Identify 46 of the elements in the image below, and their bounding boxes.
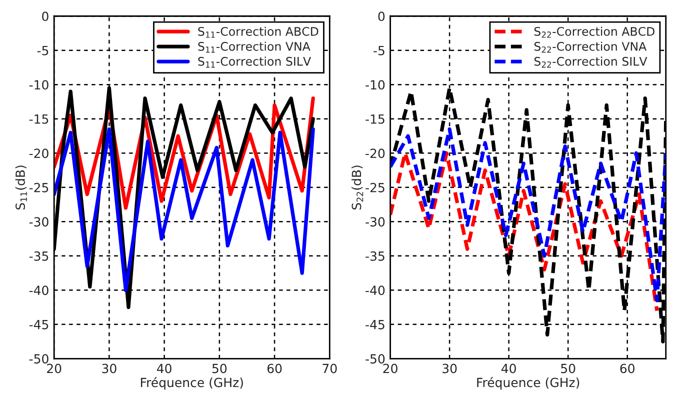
- y-tick-label: -10: [29, 80, 48, 90]
- line-series: [390, 127, 666, 302]
- x-tick-label: 20: [47, 364, 62, 374]
- y-tick-label: -35: [29, 251, 48, 261]
- y-tick-label: -25: [29, 182, 48, 192]
- line-series: [390, 151, 659, 313]
- x-tick-label: 60: [620, 364, 634, 374]
- legend-label: S$_{22}$-Correction SILV: [534, 56, 648, 68]
- y-tick-label: -50: [366, 354, 385, 364]
- line-series: [54, 127, 315, 292]
- x-tick-label: 40: [501, 364, 516, 374]
- y-tick-label: 0: [42, 12, 48, 22]
- legend-label: S$_{22}$-Correction ABCD: [534, 26, 654, 38]
- legend-label: S$_{11}$-Correction VNA: [198, 42, 310, 53]
- legend-label: S$_{22}$-Correction VNA: [534, 42, 647, 53]
- y-tick-label: -20: [29, 148, 48, 158]
- x-axis-title: Fréquence (GHz): [477, 377, 580, 390]
- y-tick-label: -15: [366, 114, 384, 124]
- y-tick-label: -35: [366, 251, 384, 261]
- legend-label: S$_{11}$-Correction ABCD: [198, 26, 318, 38]
- y-tick-label: -50: [29, 354, 48, 364]
- y-tick-label: -45: [366, 320, 384, 330]
- y-axis-title: S$_{22}$(dB): [352, 166, 364, 210]
- legend-label: S$_{11}$-Correction SILV: [198, 56, 311, 68]
- x-tick-label: 70: [322, 364, 337, 374]
- y-tick-label: -20: [366, 148, 385, 158]
- y-tick-label: -5: [37, 46, 48, 56]
- x-tick-label: 30: [442, 364, 457, 374]
- x-tick-label: 60: [267, 364, 282, 374]
- x-axis-title: Fréquence (GHz): [140, 377, 243, 390]
- y-tick-label: -40: [29, 286, 48, 296]
- x-tick-label: 30: [102, 364, 116, 374]
- x-tick-label: 40: [156, 364, 172, 374]
- y-tick-label: 0: [378, 12, 385, 22]
- y-tick-label: -45: [29, 320, 48, 330]
- y-tick-label: -30: [366, 217, 385, 227]
- y-tick-label: -5: [374, 46, 384, 56]
- y-tick-label: -15: [29, 114, 48, 124]
- y-tick-label: -25: [366, 182, 384, 192]
- y-tick-label: -30: [29, 217, 48, 227]
- y-axis-title: S$_{11}$(dB): [15, 166, 27, 210]
- y-tick-label: -40: [366, 286, 385, 296]
- x-tick-label: 50: [561, 364, 576, 374]
- x-tick-label: 50: [212, 364, 227, 374]
- y-tick-label: -10: [366, 80, 385, 90]
- x-tick-label: 20: [383, 364, 398, 374]
